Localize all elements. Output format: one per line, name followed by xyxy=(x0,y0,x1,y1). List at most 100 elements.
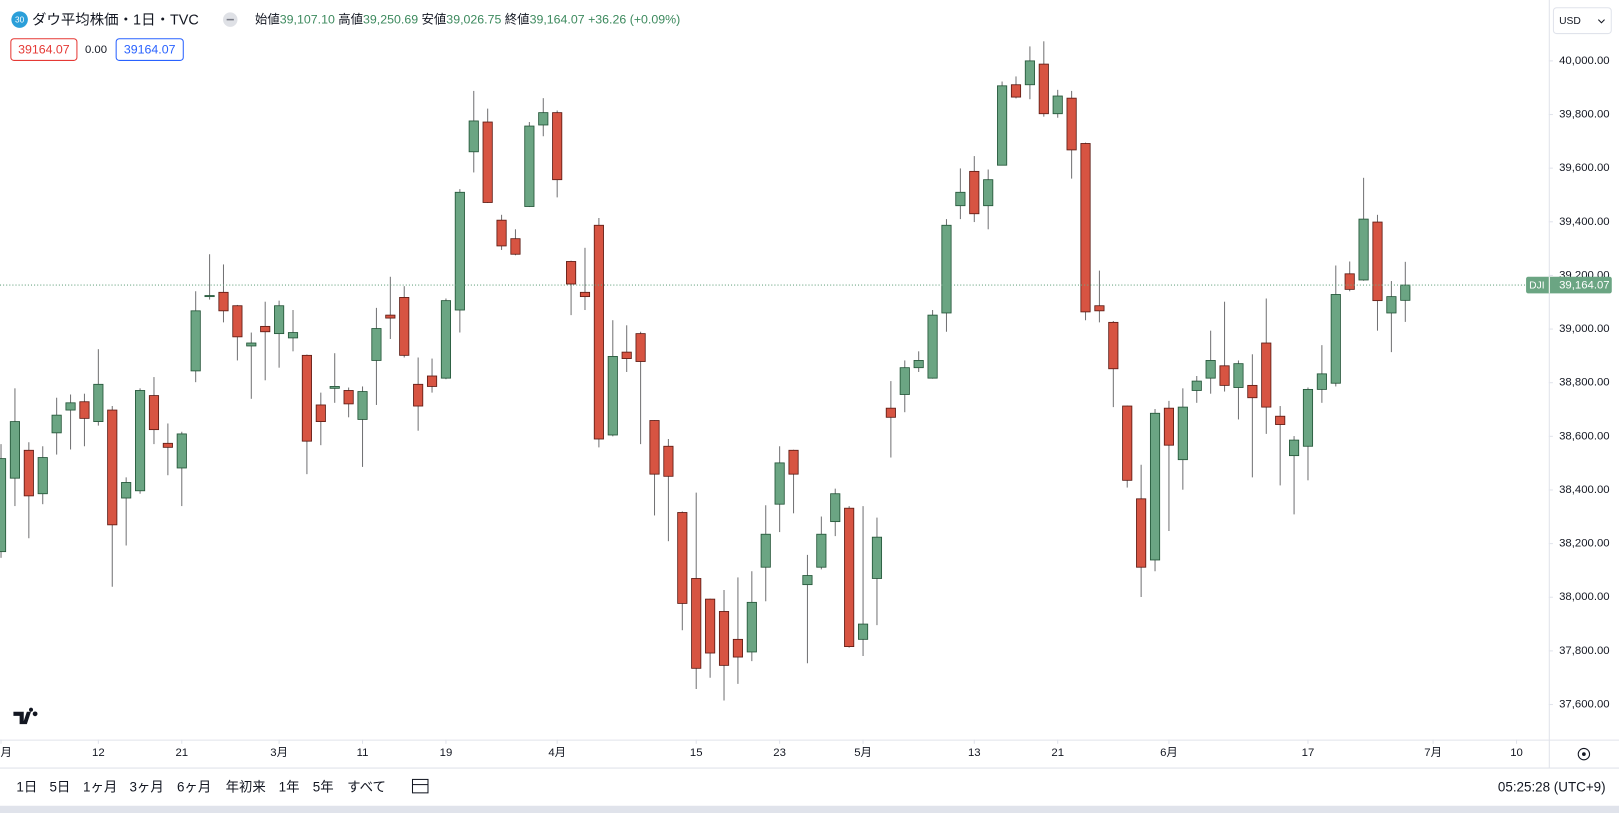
settings-icon-dot xyxy=(1582,752,1586,756)
candle-body xyxy=(468,120,479,153)
ask: 39164.07 xyxy=(124,42,176,56)
candle-body xyxy=(885,407,896,418)
candle-body xyxy=(538,112,549,126)
candle-body xyxy=(579,291,591,298)
candle-body xyxy=(649,420,660,475)
candle-body xyxy=(121,482,132,499)
candle-body xyxy=(1024,60,1035,86)
currency-select[interactable] xyxy=(1552,7,1612,35)
candle-body xyxy=(1275,415,1286,425)
range-button[interactable]: 1年 xyxy=(279,780,300,795)
y-tick-label: 38,000.00 xyxy=(1559,591,1610,603)
candle-body xyxy=(1066,97,1077,151)
ohlc-value: 39,026.75 xyxy=(446,13,501,27)
candle-body xyxy=(635,333,646,362)
date-range-icon[interactable] xyxy=(411,778,429,794)
y-tick-label: 39,400.00 xyxy=(1559,216,1610,228)
candle-body xyxy=(1149,412,1161,561)
range-button[interactable]: 3ヶ月 xyxy=(129,780,163,795)
candle-body xyxy=(1219,365,1230,386)
candle-body xyxy=(524,125,535,207)
range-button[interactable]: 1ヶ月 xyxy=(83,780,117,795)
candle-body xyxy=(343,390,354,405)
symbol-title[interactable]: ダウ平均株価・1日・TVC xyxy=(32,11,199,28)
candle-body xyxy=(621,351,632,359)
range-button[interactable]: 年初来 xyxy=(226,780,266,795)
candle-body xyxy=(218,291,229,312)
candle-body xyxy=(1289,439,1300,457)
candle-body xyxy=(440,300,452,379)
candle-body xyxy=(1233,363,1244,388)
candle-body xyxy=(927,314,938,379)
candle-body xyxy=(691,578,702,669)
candle-body xyxy=(746,601,757,653)
x-tick-label: 17 xyxy=(1302,747,1315,759)
candle-body xyxy=(190,310,201,372)
candle-body xyxy=(677,512,688,604)
candle-body xyxy=(732,638,743,658)
x-tick-label: 21 xyxy=(175,747,188,759)
candle-body xyxy=(1358,218,1369,281)
candle-body xyxy=(983,179,994,207)
candle-body xyxy=(329,386,340,389)
x-tick-label: 7月 xyxy=(1424,747,1442,759)
range-button[interactable]: 6ヶ月 xyxy=(177,780,211,795)
candle-body xyxy=(1261,342,1272,408)
x-tick-label: 6月 xyxy=(1160,747,1178,759)
ohlc-label: 始値 xyxy=(255,12,280,27)
candle-body xyxy=(301,354,312,442)
candle-body xyxy=(246,342,257,347)
candle-body xyxy=(1191,380,1202,391)
candle-body xyxy=(260,325,271,333)
ohlc-value: 39,107.10 xyxy=(280,13,335,27)
candle-body xyxy=(385,314,396,319)
ask-box[interactable] xyxy=(115,38,184,61)
candle-body xyxy=(287,332,299,339)
candle-body xyxy=(899,367,910,395)
candle-body xyxy=(1372,221,1383,302)
price-label: 39,164.07 xyxy=(1559,280,1610,292)
x-tick-label: 21 xyxy=(1051,747,1064,759)
x-tick-label: 23 xyxy=(773,747,786,759)
range-button[interactable]: すべて xyxy=(347,780,386,795)
candle-body xyxy=(148,395,160,431)
candle-body xyxy=(1094,305,1105,312)
candle-body xyxy=(816,533,827,568)
x-tick-label: 4月 xyxy=(548,747,566,759)
x-tick-label: 13 xyxy=(968,747,981,759)
range-button[interactable]: 1日 xyxy=(16,780,37,795)
candle-body xyxy=(1052,95,1063,115)
clock[interactable]: 05:25:28 (UTC+9) xyxy=(1498,780,1606,795)
candle-body xyxy=(552,112,563,181)
settings-icon[interactable] xyxy=(1577,747,1591,761)
candle-body xyxy=(830,493,841,523)
candle-body xyxy=(593,224,604,440)
x-tick-label: 3月 xyxy=(270,747,288,759)
bid-box[interactable] xyxy=(10,38,78,61)
candle-body xyxy=(454,191,465,311)
candle-body xyxy=(1122,405,1133,481)
range-button[interactable]: 5日 xyxy=(49,780,70,795)
tv-logo-dot xyxy=(32,711,38,717)
candle-body xyxy=(760,533,771,568)
range-button[interactable]: 5年 xyxy=(313,780,334,795)
ohlc-value: 39,164.07 xyxy=(530,13,585,27)
candle-body xyxy=(718,611,730,666)
candle-body xyxy=(162,442,173,448)
tv-logo xyxy=(13,707,34,725)
candle-body xyxy=(1247,384,1258,399)
x-tick-label: 10 xyxy=(1510,747,1523,759)
candle-body xyxy=(663,445,674,477)
candle-body xyxy=(1108,321,1119,370)
y-tick-label: 38,200.00 xyxy=(1559,538,1610,550)
bid: 39164.07 xyxy=(18,42,70,56)
candle-body xyxy=(788,449,799,475)
candle-body xyxy=(65,402,76,411)
candle-body xyxy=(1205,360,1216,379)
candle-body xyxy=(413,383,424,407)
price-label-box xyxy=(1526,276,1612,294)
dropdown-icon xyxy=(1597,19,1605,24)
candle-body xyxy=(79,401,90,419)
